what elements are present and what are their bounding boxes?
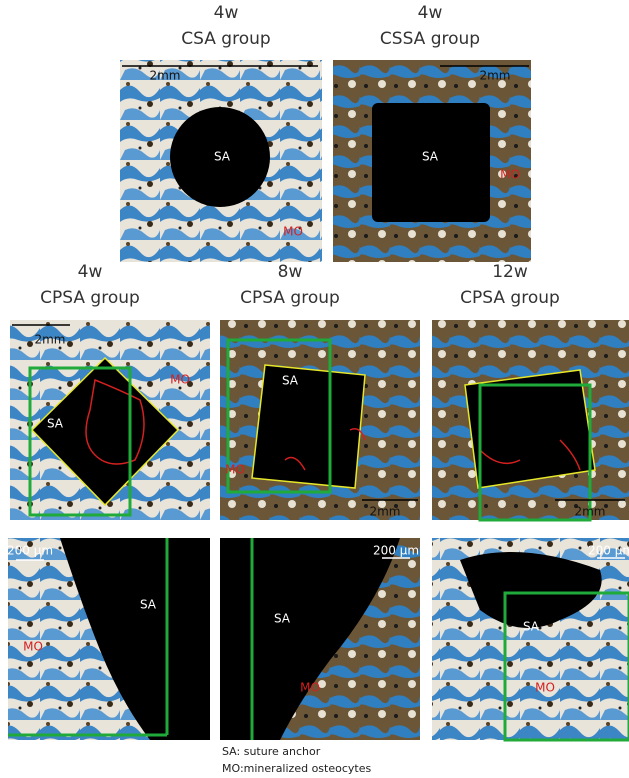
panel-label: 2mm [574,505,605,519]
panel-time: 4w [78,262,103,282]
panel-label: MO [283,225,303,239]
legend-line: SA: suture anchor [222,745,321,758]
panel-label: MO [300,681,320,695]
panel-label: SA [274,612,291,626]
panel-label: MO [500,168,520,182]
panel-time: 4w [214,3,239,23]
panel-group: CPSA group [460,288,560,308]
figure: 4w CSA group 2mm SA MO 4w CSSA group 2mm SA MO 4w C… [0,0,629,778]
panel-label: MO [225,463,245,477]
panel-label: SA [282,374,299,388]
panel-label: SA [523,620,540,634]
panel-label: SA [140,598,157,612]
panel-label: MO [170,373,190,387]
page: {"rows": [ {"panels": [ {"time": "4w", "… [0,0,629,778]
panel-time: 4w [418,3,443,23]
panel-label: 200 μm [588,544,629,558]
panel-label: SA [422,150,439,164]
panel-label: 2mm [34,333,65,347]
panel-label: MO [535,681,555,695]
panel-label: 200 μm [7,544,53,558]
panel-label: MO [23,640,43,654]
panel-images [8,60,629,740]
legend-line: MO:mineralized osteocytes [222,762,371,775]
panel-label: 2mm [149,69,180,83]
panel-group: CPSA group [40,288,140,308]
panel-label: SA [214,150,231,164]
panel-time: 12w [492,262,528,282]
panel-group: CSSA group [380,29,480,49]
panel-label: 200 μm [373,544,419,558]
panel-label: 2mm [479,69,510,83]
panel-group: CPSA group [240,288,340,308]
panel-label: 2mm [369,505,400,519]
panel-time: 8w [278,262,303,282]
panel-group: CSA group [181,29,270,49]
panel-label: SA [47,417,64,431]
